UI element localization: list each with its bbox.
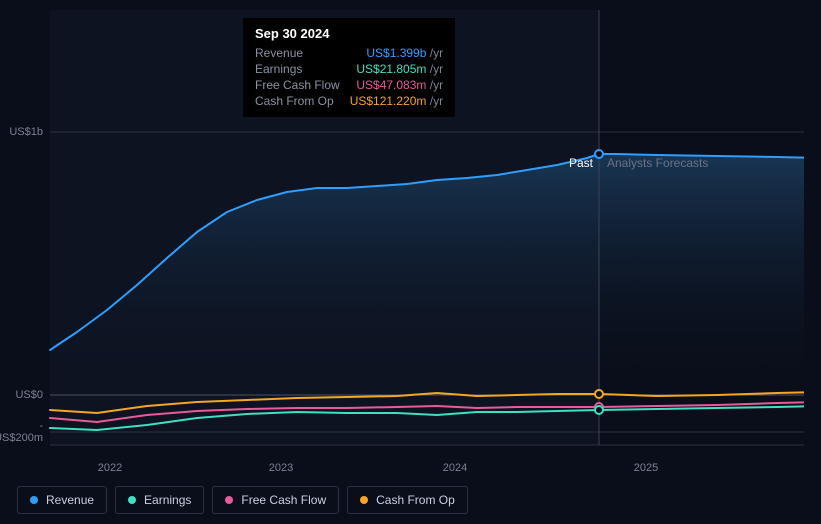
legend-marker — [225, 496, 233, 504]
tooltip-row-value: US$47.083m — [356, 78, 426, 92]
tooltip-row-label: Cash From Op — [255, 94, 334, 108]
y-axis-label: -US$200m — [0, 420, 43, 444]
legend-item-revenue[interactable]: Revenue — [17, 486, 107, 514]
tooltip-row-value: US$21.805m — [356, 62, 426, 76]
tooltip-row: Revenue US$1.399b /yr — [255, 45, 443, 61]
x-axis-label: 2022 — [98, 462, 122, 474]
legend-item-free-cash-flow[interactable]: Free Cash Flow — [212, 486, 339, 514]
tooltip-row-suffix: /yr — [426, 94, 443, 108]
x-axis-label: 2024 — [443, 462, 467, 474]
legend-marker — [30, 496, 38, 504]
tooltip-row-value: US$1.399b — [366, 46, 426, 60]
chart-tooltip: Sep 30 2024 RevenueUS$1.399b /yrEarnings… — [243, 18, 455, 117]
tooltip-row-label: Free Cash Flow — [255, 78, 340, 92]
past-label: Past — [569, 156, 593, 170]
tooltip-row: Earnings US$21.805m /yr — [255, 61, 443, 77]
chart-legend: Revenue Earnings Free Cash Flow Cash From O… — [17, 486, 468, 514]
tooltip-row-label: Earnings — [255, 62, 302, 76]
legend-item-cash-from-op[interactable]: Cash From Op — [347, 486, 468, 514]
tooltip-row: Free Cash Flow US$47.083m /yr — [255, 77, 443, 93]
tooltip-row: Cash From Op US$121.220m /yr — [255, 93, 443, 109]
x-axis-label: 2023 — [269, 462, 293, 474]
tooltip-row-suffix: /yr — [426, 62, 443, 76]
legend-label: Cash From Op — [376, 493, 455, 507]
y-axis-label: US$1b — [9, 126, 43, 138]
y-axis-label: US$0 — [15, 389, 43, 401]
x-axis-label: 2025 — [634, 462, 658, 474]
tooltip-row-label: Revenue — [255, 46, 303, 60]
legend-label: Revenue — [46, 493, 94, 507]
legend-label: Earnings — [144, 493, 191, 507]
legend-marker — [128, 496, 136, 504]
tooltip-date: Sep 30 2024 — [255, 26, 443, 41]
tooltip-row-suffix: /yr — [426, 46, 443, 60]
legend-item-earnings[interactable]: Earnings — [115, 486, 204, 514]
legend-label: Free Cash Flow — [241, 493, 326, 507]
legend-marker — [360, 496, 368, 504]
tooltip-row-suffix: /yr — [426, 78, 443, 92]
tooltip-row-value: US$121.220m — [350, 94, 427, 108]
forecast-label: Analysts Forecasts — [607, 156, 708, 170]
